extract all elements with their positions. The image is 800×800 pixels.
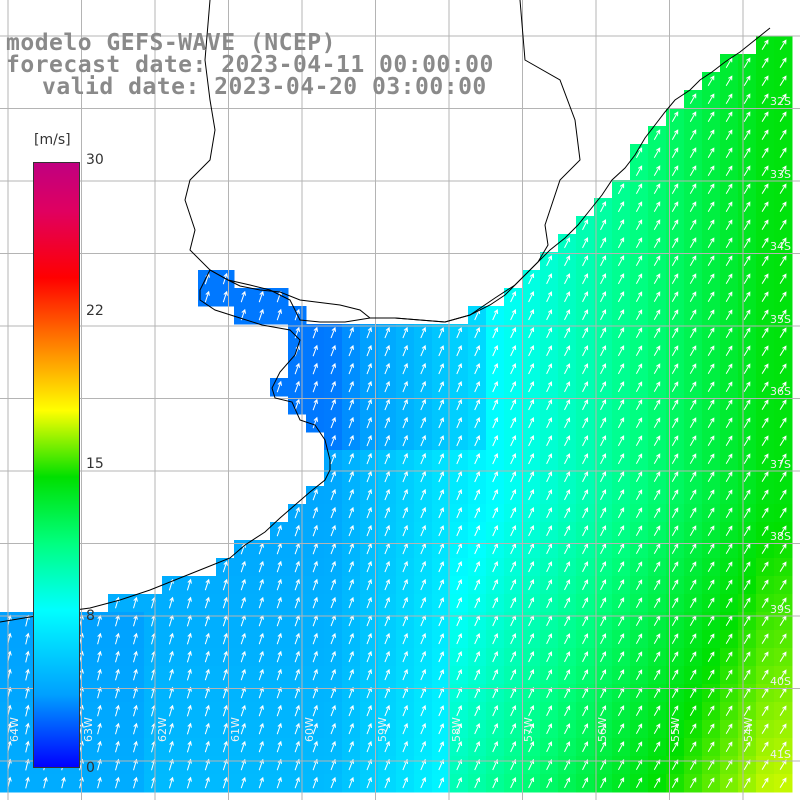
- lat-label: 39S: [770, 603, 791, 616]
- lat-label: 41S: [770, 748, 791, 761]
- lat-label: 38S: [770, 530, 791, 543]
- lat-label: 34S: [770, 240, 791, 253]
- colorbar-tick-0: 0: [86, 760, 95, 776]
- country-border: [184, 0, 581, 323]
- lon-label: 56W: [596, 717, 609, 742]
- lon-label: 61W: [229, 717, 242, 742]
- colorbar-tick-30: 30: [86, 152, 104, 168]
- colorbar-tick-22: 22: [86, 303, 104, 319]
- lon-label: 59W: [376, 717, 389, 742]
- colorbar-tick-8: 8: [86, 608, 95, 624]
- wind-speed-cells: [0, 36, 793, 793]
- coastline: [0, 27, 771, 623]
- lat-label: 35S: [770, 313, 791, 326]
- lon-label: 60W: [303, 717, 316, 742]
- lon-label: 58W: [450, 717, 463, 742]
- lat-label: 37S: [770, 458, 791, 471]
- map-title-forecast-date: forecast date: 2023-04-11 00:00:00: [6, 52, 494, 78]
- colorbar-units: [m/s]: [34, 132, 71, 148]
- colorbar-tick-15: 15: [86, 456, 104, 472]
- map-title-model: modelo GEFS-WAVE (NCEP): [6, 30, 336, 56]
- map-title-valid-date: valid date: 2023-04-20 03:00:00: [42, 74, 487, 100]
- lon-label: 55W: [669, 717, 682, 742]
- lat-label: 40S: [770, 675, 791, 688]
- lat-label: 33S: [770, 168, 791, 181]
- lat-label: 32S: [770, 95, 791, 108]
- lon-label: 62W: [156, 717, 169, 742]
- colorbar: [33, 162, 80, 768]
- lon-label: 63W: [82, 717, 95, 742]
- lat-label: 36S: [770, 385, 791, 398]
- lon-label: 54W: [742, 717, 755, 742]
- lon-label: 57W: [522, 717, 535, 742]
- lon-label: 64W: [8, 717, 21, 742]
